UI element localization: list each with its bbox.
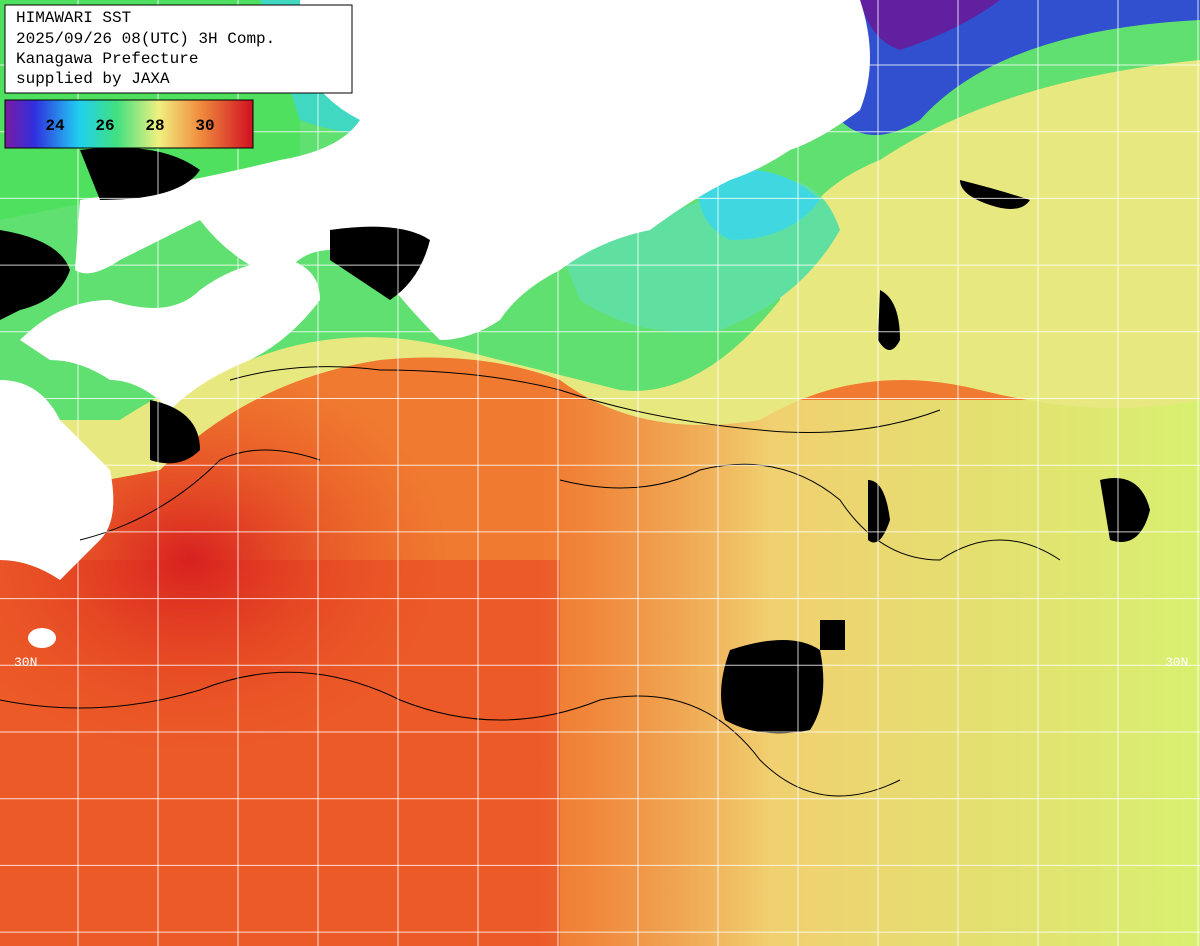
color-bar xyxy=(4,99,254,149)
cloud xyxy=(820,620,845,650)
header-line: HIMAWARI SST xyxy=(16,9,131,27)
color-bar-label: 30 xyxy=(195,117,214,135)
contour xyxy=(559,463,1061,561)
island xyxy=(28,628,56,648)
cloud xyxy=(0,230,70,320)
contour xyxy=(0,671,901,797)
cloud xyxy=(868,480,890,543)
header-line: 2025/09/26 08(UTC) 3H Comp. xyxy=(16,30,275,48)
cloud xyxy=(330,226,430,300)
cloud xyxy=(80,147,200,200)
cloud xyxy=(960,180,1030,209)
kyushu xyxy=(0,380,114,580)
header-box xyxy=(4,4,353,94)
cloud xyxy=(1100,478,1150,542)
color-bar-ticks: 24 26 28 30 xyxy=(45,117,214,135)
color-bar-label: 26 xyxy=(95,117,114,135)
lat-label: 30N xyxy=(1165,655,1188,670)
lat-label: 30N xyxy=(14,655,37,670)
header-line: supplied by JAXA xyxy=(16,70,170,88)
color-bar-label: 24 xyxy=(45,117,65,135)
header-line: Kanagawa Prefecture xyxy=(16,50,198,68)
cyan-patch xyxy=(698,168,820,240)
coldest-water xyxy=(860,0,1000,50)
honshu xyxy=(75,0,870,340)
cloud xyxy=(721,640,824,734)
shikoku xyxy=(20,260,320,410)
contour xyxy=(229,366,941,433)
color-bar-label: 28 xyxy=(145,117,164,135)
cloud xyxy=(150,400,200,464)
contour xyxy=(79,449,321,541)
lon-label: 135E xyxy=(486,7,501,38)
cloud xyxy=(878,290,900,350)
